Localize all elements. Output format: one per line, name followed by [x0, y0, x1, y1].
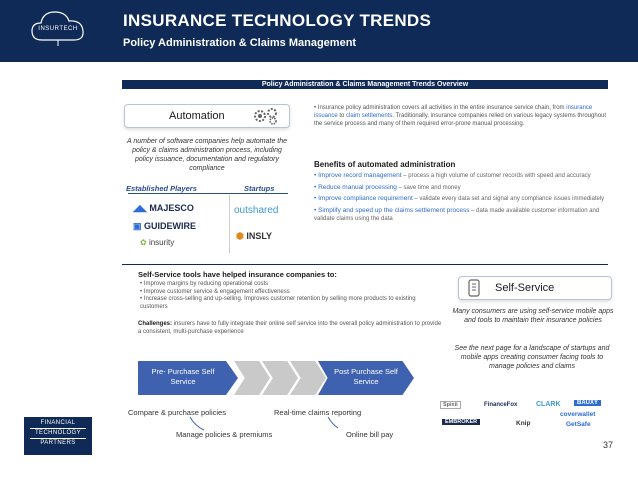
guidewire-logo: ▣ GUIDEWIRE	[133, 221, 197, 231]
list-item: • Improve compliance requirement – valid…	[314, 195, 605, 202]
divider	[128, 193, 288, 194]
divider	[229, 195, 230, 253]
bauxy-logo: BAUXY	[574, 400, 602, 406]
post-purchase-arrow: Post Purchase Self Service	[318, 361, 414, 395]
knip-logo: Knip	[516, 420, 531, 427]
gears-icon	[254, 108, 277, 125]
challenges-text: Challenges: insurers have to fully integ…	[138, 321, 442, 335]
benefits-heading: Benefits of automated administration	[314, 160, 456, 169]
financefox-logo: FinanceFox	[484, 402, 518, 408]
benefits-list: • Improve record management – process a …	[314, 172, 614, 224]
clark-logo: CLARK	[536, 401, 561, 408]
list-item: • Improve customer service & engagement …	[140, 288, 290, 295]
list-item: • Reduce manual processing – save time a…	[314, 183, 461, 191]
self-service-landscape-note: See the next page for a landscape of sta…	[454, 345, 610, 370]
connector-arrows	[189, 416, 339, 431]
list-item: • Improve margins by reducing operationa…	[140, 281, 269, 287]
self-service-label: Self-Service	[495, 282, 555, 294]
pre-purchase-arrow: Pre- Purchase Self Service	[138, 361, 238, 395]
page-subtitle: Policy Administration & Claims Managemen…	[123, 37, 357, 49]
list-item: • Increase cross-selling and up-selling.…	[140, 296, 416, 310]
insly-logo: ⬢ INSLY	[236, 231, 273, 241]
phone-icon	[468, 279, 480, 297]
established-players-heading: Established Players	[126, 184, 197, 193]
self-service-heading: Self-Service tools have helped insurance…	[138, 270, 337, 279]
caption-bill-pay: Online bill pay	[346, 430, 394, 439]
page-title: INSURANCE TECHNOLOGY TRENDS	[123, 11, 432, 30]
spixii-logo: Spixii	[440, 401, 461, 409]
list-item: • Improve record management – process a …	[314, 172, 591, 179]
outshared-logo: outshared	[234, 205, 279, 216]
insurity-logo: ✿ insurity	[140, 238, 175, 247]
self-service-label-box: Self-Service	[458, 276, 612, 300]
divider	[122, 264, 608, 265]
cloud-icon	[31, 11, 84, 46]
list-item: • Simplify and speed up the claims settl…	[314, 206, 600, 223]
caption-claims-reporting: Real-time claims reporting	[274, 408, 362, 417]
caption-compare: Compare & purchase policies	[128, 408, 226, 417]
insurtech-badge: INSURTECH	[38, 26, 78, 32]
coverwallet-logo: coverwallet	[560, 411, 596, 418]
startups-heading: Startups	[244, 184, 275, 193]
header-banner	[0, 0, 638, 62]
page-number: 37	[603, 440, 614, 450]
startup-logos: Spixii FinanceFox CLARK BAUXY coverwalle…	[438, 397, 616, 433]
automation-note: A number of software companies help auto…	[126, 138, 288, 172]
self-service-list: • Improve margins by reducing operationa…	[140, 281, 440, 311]
policy-admin-description: • Insurance policy administration covers…	[314, 105, 607, 127]
embroker-logo: EMBROKER	[442, 419, 481, 425]
majesco-logo: ◢◣ MAJESCO	[133, 203, 194, 213]
caption-manage-policies: Manage policies & premiums	[176, 430, 273, 439]
section-title-bar: Policy Administration & Claims Managemen…	[122, 80, 608, 89]
automation-label-box: Automation	[124, 104, 290, 128]
getsafe-logo: GetSafe	[566, 421, 591, 428]
chevron-arrow	[234, 361, 270, 395]
self-service-note: Many consumers are using self-service mo…	[452, 308, 614, 324]
automation-label: Automation	[169, 110, 225, 122]
ftp-logo: FINANCIAL TECHNOLOGY PARTNERS	[24, 417, 92, 455]
